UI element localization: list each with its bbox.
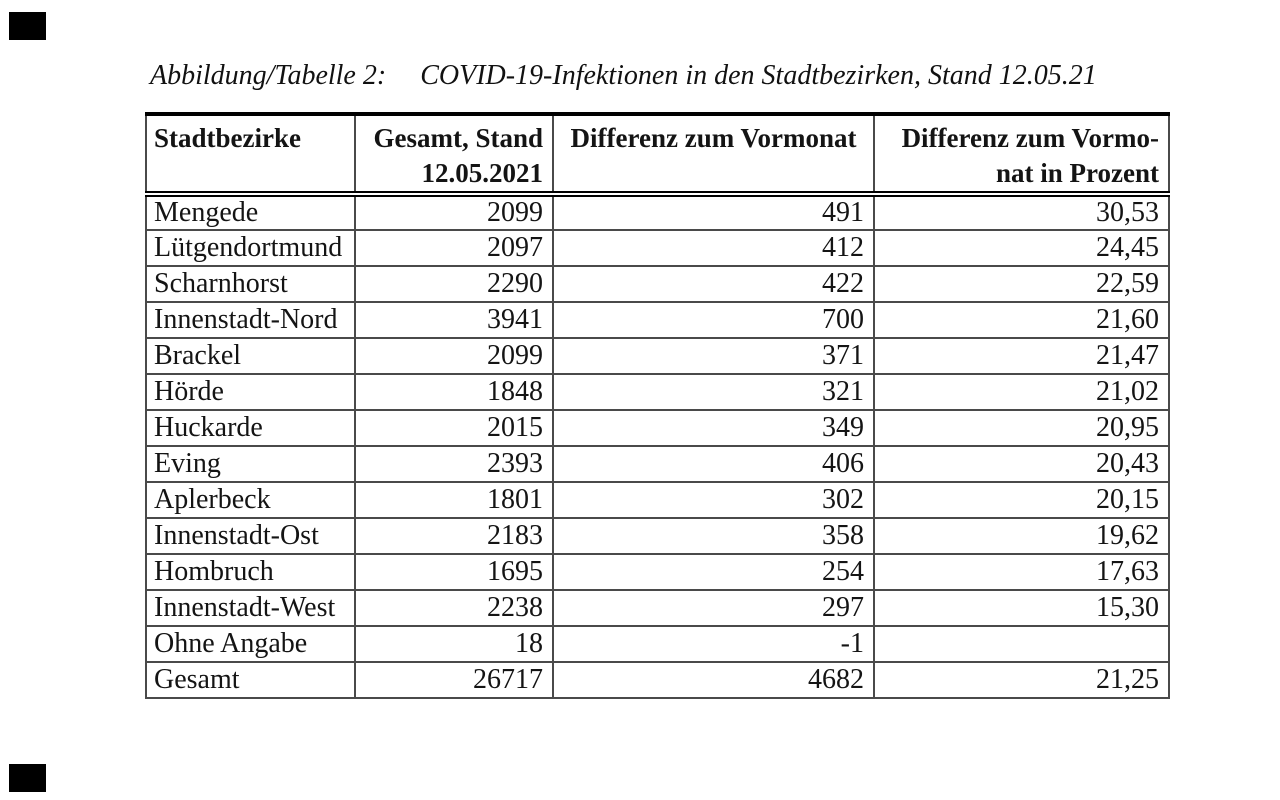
- cell-total: 2183: [354, 517, 554, 556]
- table-row: Hombruch 1695 254 17,63: [145, 553, 1170, 592]
- cell-diff-pct: [873, 625, 1170, 664]
- scan-mark-bottom: [9, 764, 46, 792]
- cell-district: Innenstadt-West: [145, 589, 356, 628]
- cell-diff-pct: 22,59: [873, 265, 1170, 304]
- cell-diff-pct: 17,63: [873, 553, 1170, 592]
- column-header-differenz-vormonat: Differenz zum Vormonat: [552, 112, 875, 198]
- cell-diff-pct: 20,15: [873, 481, 1170, 520]
- cell-district: Hombruch: [145, 553, 356, 592]
- table-row: Huckarde 2015 349 20,95: [145, 409, 1170, 448]
- cell-district: Aplerbeck: [145, 481, 356, 520]
- cell-district: Huckarde: [145, 409, 356, 448]
- caption-label: Abbildung/Tabelle 2:: [150, 60, 387, 91]
- cell-total: 1848: [354, 373, 554, 412]
- cell-diff-pct: 15,30: [873, 589, 1170, 628]
- data-table: Stadtbezirke Gesamt, Stand 12.05.2021 Di…: [145, 112, 1170, 700]
- cell-total: 2099: [354, 193, 554, 232]
- cell-district: Lütgendortmund: [145, 229, 356, 268]
- table-row: Gesamt 26717 4682 21,25: [145, 661, 1170, 700]
- cell-district: Eving: [145, 445, 356, 484]
- table-row: Innenstadt-Ost 2183 358 19,62: [145, 517, 1170, 556]
- column-header-differenz-prozent: Differenz zum Vormo- nat in Prozent: [873, 112, 1170, 198]
- cell-district: Hörde: [145, 373, 356, 412]
- table-row: Scharnhorst 2290 422 22,59: [145, 265, 1170, 304]
- cell-district: Brackel: [145, 337, 356, 376]
- cell-diff-pct: 19,62: [873, 517, 1170, 556]
- cell-diff-pct: 21,25: [873, 661, 1170, 700]
- cell-diff: 4682: [552, 661, 875, 700]
- cell-district: Scharnhorst: [145, 265, 356, 304]
- table-row: Ohne Angabe 18 -1: [145, 625, 1170, 664]
- cell-diff: 254: [552, 553, 875, 592]
- cell-district: Ohne Angabe: [145, 625, 356, 664]
- table-row: Innenstadt-Nord 3941 700 21,60: [145, 301, 1170, 340]
- cell-diff: 358: [552, 517, 875, 556]
- table-row: Innenstadt-West 2238 297 15,30: [145, 589, 1170, 628]
- cell-diff: -1: [552, 625, 875, 664]
- cell-diff: 371: [552, 337, 875, 376]
- cell-district: Gesamt: [145, 661, 356, 700]
- scan-mark-top: [9, 12, 46, 40]
- cell-diff-pct: 30,53: [873, 193, 1170, 232]
- cell-diff-pct: 21,02: [873, 373, 1170, 412]
- cell-district: Innenstadt-Nord: [145, 301, 356, 340]
- cell-diff-pct: 20,95: [873, 409, 1170, 448]
- column-header-gesamt-stand: Gesamt, Stand 12.05.2021: [354, 112, 554, 198]
- cell-diff-pct: 21,60: [873, 301, 1170, 340]
- table-row: Eving 2393 406 20,43: [145, 445, 1170, 484]
- cell-diff: 321: [552, 373, 875, 412]
- cell-diff-pct: 20,43: [873, 445, 1170, 484]
- cell-total: 3941: [354, 301, 554, 340]
- table-row: Hörde 1848 321 21,02: [145, 373, 1170, 412]
- cell-total: 2015: [354, 409, 554, 448]
- cell-total: 1695: [354, 553, 554, 592]
- cell-diff: 406: [552, 445, 875, 484]
- table-header-row: Stadtbezirke Gesamt, Stand 12.05.2021 Di…: [145, 112, 1170, 198]
- table-row: Brackel 2099 371 21,47: [145, 337, 1170, 376]
- cell-diff: 297: [552, 589, 875, 628]
- cell-total: 2099: [354, 337, 554, 376]
- table-row: Mengede 2099 491 30,53: [145, 193, 1170, 232]
- table-body: Mengede 2099 491 30,53 Lütgendortmund 2097 412…: [145, 193, 1170, 700]
- cell-diff: 349: [552, 409, 875, 448]
- cell-diff-pct: 21,47: [873, 337, 1170, 376]
- cell-total: 2238: [354, 589, 554, 628]
- cell-diff: 412: [552, 229, 875, 268]
- table-row: Lütgendortmund 2097 412 24,45: [145, 229, 1170, 268]
- cell-total: 2290: [354, 265, 554, 304]
- cell-diff-pct: 24,45: [873, 229, 1170, 268]
- cell-diff: 700: [552, 301, 875, 340]
- cell-total: 18: [354, 625, 554, 664]
- cell-district: Innenstadt-Ost: [145, 517, 356, 556]
- caption-title: COVID-19-Infektionen in den Stadtbezirke…: [420, 60, 1097, 91]
- column-header-stadtbezirke: Stadtbezirke: [145, 112, 356, 198]
- table-row: Aplerbeck 1801 302 20,15: [145, 481, 1170, 520]
- cell-total: 2097: [354, 229, 554, 268]
- cell-diff: 422: [552, 265, 875, 304]
- cell-diff: 302: [552, 481, 875, 520]
- cell-district: Mengede: [145, 193, 356, 232]
- cell-total: 2393: [354, 445, 554, 484]
- cell-total: 1801: [354, 481, 554, 520]
- cell-diff: 491: [552, 193, 875, 232]
- figure-caption: Abbildung/Tabelle 2: COVID-19-Infektione…: [150, 60, 1097, 92]
- cell-total: 26717: [354, 661, 554, 700]
